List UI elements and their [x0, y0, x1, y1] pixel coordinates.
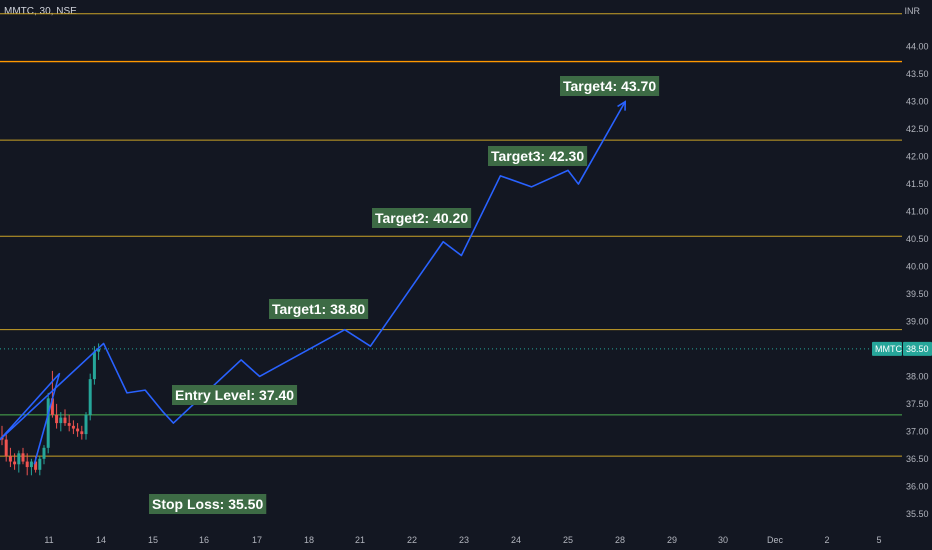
- label-text-target3: Target3: 42.30: [491, 148, 584, 164]
- y-tick-label: 39.00: [906, 316, 929, 326]
- candle-body-19: [80, 431, 84, 435]
- x-tick-label: 17: [252, 535, 262, 545]
- candle-body-12: [50, 398, 54, 415]
- x-tick-label: 29: [667, 535, 677, 545]
- x-tick-label: 21: [355, 535, 365, 545]
- y-tick-label: 35.50: [906, 509, 929, 519]
- y-tick-label: 37.50: [906, 399, 929, 409]
- price-axis: 44.00 43.50 43.00 42.50 42.00 41.50 41.00 40.50…: [906, 42, 929, 519]
- x-tick-label: 5: [876, 535, 881, 545]
- y-tick-label: 42.00: [906, 152, 929, 162]
- y-tick-label: 36.00: [906, 481, 929, 491]
- price-badge-text: 38.50: [906, 344, 929, 354]
- x-tick-label: 14: [96, 535, 106, 545]
- projection-line[interactable]: [0, 101, 626, 465]
- projection-arrowhead-icon: [617, 100, 627, 111]
- label-text-entry: Entry Level: 37.40: [175, 387, 294, 403]
- candle-body-20: [84, 414, 88, 435]
- label-bg-target3: [488, 146, 588, 166]
- x-tick-label: 30: [718, 535, 728, 545]
- price-badge[interactable]: [903, 341, 932, 356]
- label-target4[interactable]: Target4: 43.70: [560, 76, 660, 96]
- candle-body-2: [8, 456, 12, 462]
- y-tick-label: 37.00: [906, 426, 929, 436]
- label-bg-entry: [172, 385, 298, 405]
- candle-body-10: [42, 447, 46, 459]
- y-tick-label: 41.00: [906, 207, 929, 217]
- candle-body-23: [97, 348, 101, 352]
- y-tick-label: 39.50: [906, 289, 929, 299]
- candle-body-1: [4, 439, 8, 457]
- y-tick-label: 41.50: [906, 179, 929, 189]
- label-entry[interactable]: Entry Level: 37.40: [172, 385, 298, 405]
- label-text-target4: Target4: 43.70: [563, 78, 656, 94]
- candle-body-6: [25, 461, 29, 468]
- label-bg-target2: [372, 208, 472, 228]
- y-tick-label: 40.50: [906, 234, 929, 244]
- y-tick-label: 40.00: [906, 261, 929, 271]
- candle-body-5: [21, 453, 25, 462]
- label-bg-stop_loss: [149, 494, 267, 514]
- x-tick-label: Dec: [767, 535, 784, 545]
- candle-body-4: [17, 453, 21, 465]
- candle-body-16: [67, 423, 71, 426]
- x-tick-label: 28: [615, 535, 625, 545]
- x-tick-label: 16: [199, 535, 209, 545]
- symbol-info[interactable]: MMTC, 30, NSE: [4, 6, 77, 17]
- candle-body-17: [71, 425, 75, 429]
- candle-body-13: [55, 414, 59, 424]
- candles: [0, 343, 101, 476]
- candle-body-15: [63, 417, 67, 424]
- x-tick-label: 22: [407, 535, 417, 545]
- x-tick-label: 18: [304, 535, 314, 545]
- horizontal-levels: [0, 13, 902, 457]
- label-stop_loss[interactable]: Stop Loss: 35.50: [149, 494, 267, 514]
- x-tick-label: 15: [148, 535, 158, 545]
- y-tick-label: 44.00: [906, 42, 929, 52]
- label-bg-target1: [269, 299, 369, 319]
- candle-body-22: [92, 351, 96, 380]
- label-target2[interactable]: Target2: 40.20: [372, 208, 472, 228]
- candle-body-21: [88, 379, 92, 415]
- candle-body-3: [13, 461, 17, 465]
- x-tick-label: 11: [44, 535, 53, 545]
- projection-path: [0, 100, 627, 465]
- time-axis: 11 14 15 16 17 18 21 22 23 24 25 28 29 30 Dec 2 5: [44, 535, 881, 545]
- x-tick-label: 2: [824, 535, 829, 545]
- symbol-badge[interactable]: [872, 341, 902, 356]
- candle-body-11: [46, 398, 50, 448]
- label-target3[interactable]: Target3: 42.30: [488, 146, 588, 166]
- y-tick-label: 43.50: [906, 69, 929, 79]
- candle-body-9: [38, 458, 42, 470]
- candle-body-8: [34, 461, 38, 470]
- label-text-target2: Target2: 40.20: [375, 210, 468, 226]
- y-tick-label: 43.00: [906, 97, 929, 107]
- last-price-badge: MMTC 38.50: [872, 341, 932, 356]
- symbol-badge-text: MMTC: [875, 344, 902, 354]
- candle-body-18: [76, 428, 80, 432]
- x-tick-label: 23: [459, 535, 469, 545]
- candle-body-7: [29, 461, 33, 468]
- y-tick-label: 36.50: [906, 454, 929, 464]
- x-tick-label: 25: [563, 535, 573, 545]
- label-bg-target4: [560, 76, 660, 96]
- x-tick-label: 24: [511, 535, 521, 545]
- label-target1[interactable]: Target1: 38.80: [269, 299, 369, 319]
- y-tick-label: 42.50: [906, 124, 929, 134]
- candle-body-14: [59, 417, 63, 424]
- currency-label: INR: [904, 6, 921, 16]
- label-text-stop_loss: Stop Loss: 35.50: [152, 496, 263, 512]
- level-labels: Stop Loss: 35.50 Entry Level: 37.40 Target…: [149, 76, 660, 514]
- y-tick-label: 38.00: [906, 371, 929, 381]
- label-text-target1: Target1: 38.80: [272, 301, 365, 317]
